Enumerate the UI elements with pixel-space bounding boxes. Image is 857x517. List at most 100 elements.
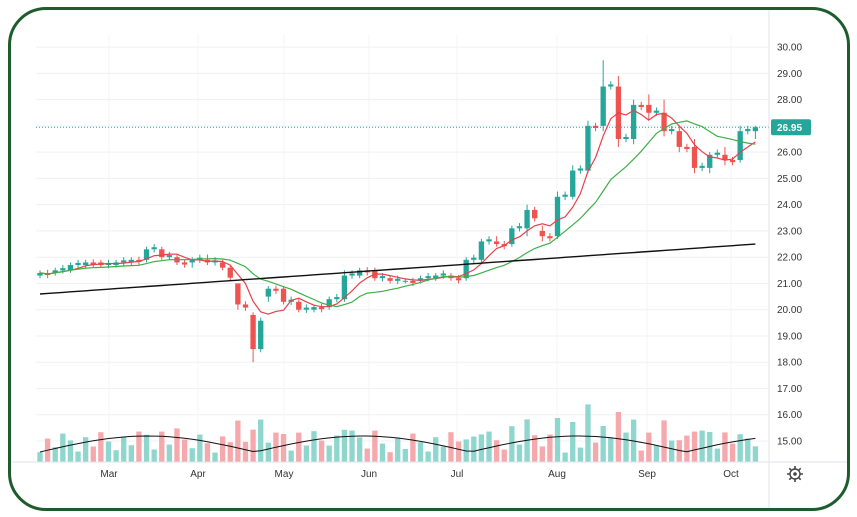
volume-bar (250, 429, 256, 462)
volume-bar (128, 445, 134, 462)
candle-body (562, 194, 568, 197)
volume-bar (554, 418, 561, 462)
candle-body (737, 131, 743, 161)
volume-bar (349, 430, 355, 462)
candle-body (471, 257, 477, 260)
volume-bar (577, 447, 584, 462)
candle-body (745, 129, 751, 132)
volume-bar (242, 441, 249, 462)
volume-bar (395, 438, 401, 462)
volume-bar (600, 426, 606, 462)
volume-bar (265, 442, 271, 462)
candle-body (547, 236, 553, 239)
candle-body (60, 268, 66, 271)
volume-bar (75, 451, 81, 462)
volume-bar (714, 448, 721, 462)
volume-bar (493, 440, 500, 462)
y-tick-label: 22.00 (777, 253, 802, 264)
y-tick-label: 20.00 (777, 305, 802, 316)
candle-body (440, 273, 447, 276)
candle-body (463, 259, 469, 279)
candle-body (455, 278, 462, 281)
candle-body (75, 262, 81, 266)
y-tick-label: 28.00 (777, 95, 802, 106)
y-tick-label: 29.00 (777, 69, 802, 80)
candle-body (402, 280, 408, 282)
candle-body (273, 288, 279, 291)
candle-body (722, 154, 728, 161)
candle-body (585, 125, 591, 171)
candle-body (227, 267, 233, 278)
volume-bar (501, 449, 507, 462)
volume-bar (318, 440, 325, 462)
y-tick-label: 16.00 (777, 410, 802, 421)
volume-bar (280, 434, 287, 462)
candle-body (417, 278, 424, 281)
candle-body (486, 239, 492, 242)
volume-ma-line (39, 435, 756, 453)
candle-body (280, 288, 287, 302)
volume-bar (311, 431, 317, 462)
volume-bar (440, 446, 447, 462)
y-tick-label: 26.00 (777, 148, 802, 159)
y-tick-label: 23.00 (777, 226, 802, 237)
candle-body (143, 249, 150, 260)
volume-bar (219, 436, 226, 462)
candle-body (311, 307, 317, 310)
volume-bar (364, 448, 370, 462)
y-tick-label: 17.00 (777, 384, 802, 395)
volume-bar (486, 431, 492, 462)
candle-body (410, 280, 416, 283)
candle-body (242, 304, 249, 308)
volume-bar (570, 422, 576, 462)
volume-bar (235, 420, 241, 462)
volume-bar (204, 443, 211, 462)
volume-bar (729, 443, 736, 462)
volume-bar (143, 434, 150, 462)
candle-body (653, 110, 660, 113)
volume-bar (212, 452, 218, 462)
candle-body (52, 270, 58, 273)
candle-body (433, 275, 439, 279)
candle-body (37, 272, 43, 276)
y-tick-label: 25.00 (777, 174, 802, 185)
candle-body (356, 270, 363, 276)
candle-body (684, 146, 690, 150)
candle-body (318, 307, 325, 310)
volume-bar (410, 433, 416, 462)
volume-bar (516, 444, 523, 462)
candle-body (600, 86, 606, 126)
volume-bar (562, 452, 568, 462)
settings-gear-icon[interactable] (787, 466, 803, 482)
volume-bar (532, 435, 538, 462)
x-tick-label: Oct (723, 469, 739, 480)
candle-body (661, 112, 667, 132)
ma-short-line (39, 109, 756, 315)
candle-body (691, 146, 698, 168)
volume-bar (661, 420, 667, 462)
volume-bar (691, 431, 698, 462)
volume-bar (356, 437, 363, 462)
candle-body (67, 265, 74, 271)
volume-bar (684, 435, 690, 462)
volume-bar (174, 428, 180, 462)
chart-frame: 15.00 16.00 17.00 18.00 19.00 20.00 21.00 22.00… (8, 7, 850, 511)
candle-body (630, 104, 637, 140)
volume-bar (653, 445, 660, 462)
volume-bar (592, 442, 599, 462)
candle-body (532, 209, 538, 219)
candle-body (387, 278, 393, 281)
x-tick-label: Apr (190, 469, 206, 480)
x-tick-label: Jun (361, 469, 377, 480)
volume-bar (608, 437, 614, 462)
candle-body (638, 104, 644, 107)
candle-body (570, 170, 576, 197)
candle-body (524, 209, 530, 229)
volume-bar (197, 434, 203, 462)
x-tick-label: Mar (100, 469, 118, 480)
x-tick-label: Aug (548, 469, 566, 480)
moving-averages (36, 109, 769, 315)
ma-mid-line (39, 120, 756, 308)
candle-body (250, 314, 256, 350)
candle-body (82, 262, 89, 266)
